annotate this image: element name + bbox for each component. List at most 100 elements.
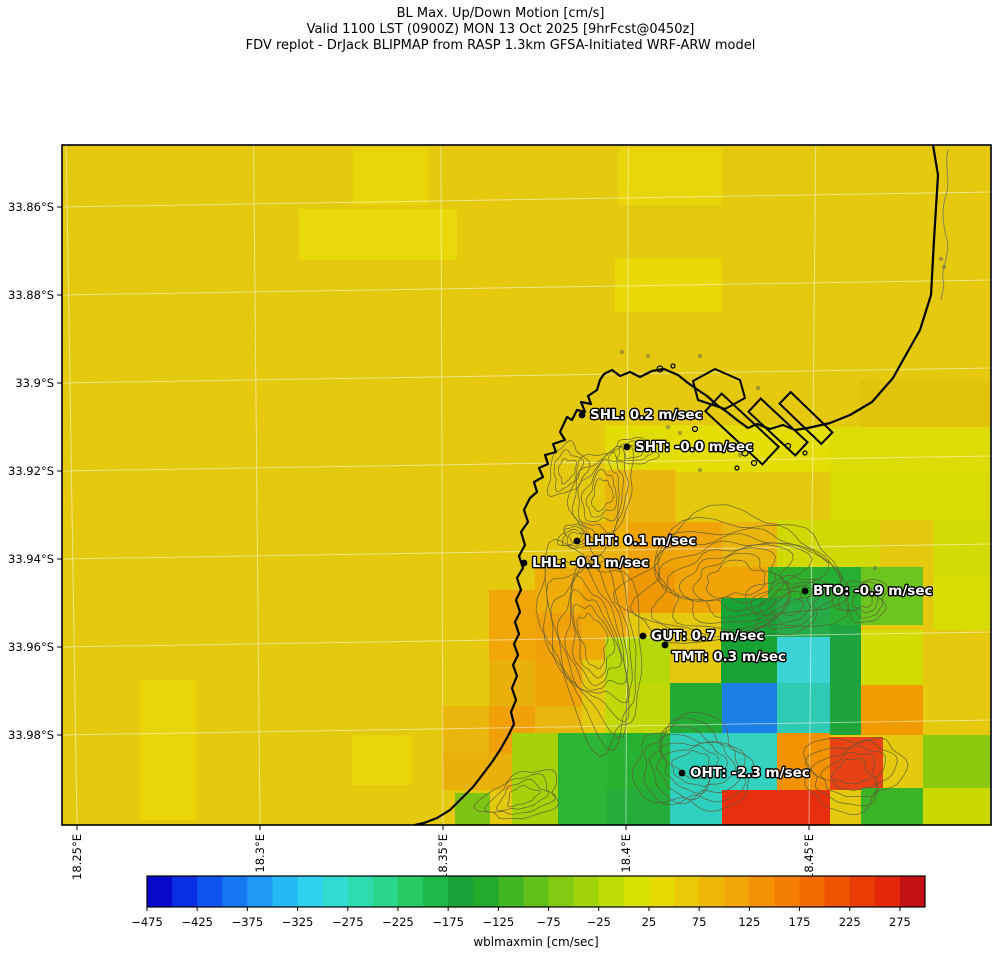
islet — [734, 465, 740, 471]
grid-cell — [933, 520, 991, 577]
colorbar-tick-label: 125 — [738, 915, 760, 929]
colorbar-cell — [498, 876, 524, 907]
grid-cell — [558, 733, 607, 790]
stations: SHL: 0.2 m/sec SHT: -0.0 m/sec LHT: 0.1 m/… — [520, 406, 934, 782]
y-tick-label: 33.86°S — [8, 200, 54, 214]
contour-line — [692, 552, 777, 604]
station-dot — [661, 641, 669, 649]
grid-cell — [830, 685, 861, 735]
grid-cell — [830, 427, 991, 472]
colorbar-cell — [573, 876, 600, 907]
colorbar-tick-label: −75 — [536, 915, 560, 929]
contour-line — [556, 523, 595, 550]
harbor-pier — [703, 392, 781, 466]
station-dot — [578, 411, 586, 419]
contour-line — [507, 785, 541, 808]
grid-cell — [489, 660, 535, 707]
contour-line — [473, 769, 560, 820]
colorbar-tick-label: −175 — [432, 915, 464, 929]
grid-cell — [605, 470, 675, 522]
contour-line — [581, 459, 620, 522]
contour-line — [570, 589, 622, 687]
grid-cell — [675, 567, 722, 613]
colorbar-cell — [674, 876, 700, 907]
grid-cell — [618, 148, 722, 205]
colorbar-tick-label: −425 — [181, 915, 213, 929]
contour-line — [535, 538, 643, 758]
grid-cell — [512, 790, 558, 825]
parallel-line — [62, 367, 991, 384]
station-label: OHT: -2.3 m/sec — [690, 765, 810, 781]
contour-line — [562, 525, 591, 547]
grid-cell — [923, 788, 991, 825]
contour-line — [572, 445, 629, 546]
meridian-line — [808, 145, 817, 825]
contour-line — [810, 745, 886, 798]
contour-line — [558, 458, 578, 485]
harbor-pier — [747, 397, 809, 457]
colorbar-tick-label: −325 — [282, 915, 314, 929]
colorbar-cell — [849, 876, 876, 907]
contour-line — [550, 555, 630, 723]
grid-cell — [605, 637, 670, 683]
contour-line — [658, 540, 813, 624]
x-tick-label: 18.45°E — [802, 834, 816, 880]
contour-line — [851, 590, 873, 609]
colorbar-cell — [297, 876, 324, 907]
minor-contour-speck — [873, 566, 877, 570]
offshore-contour — [940, 149, 949, 301]
meridian-line — [253, 145, 261, 825]
grid-cell — [861, 685, 923, 735]
colorbar-cell — [473, 876, 499, 907]
contour-line — [678, 547, 785, 612]
grid-cell — [353, 148, 428, 205]
y-tick-label: 33.94°S — [8, 552, 54, 566]
meridian-line — [65, 145, 78, 825]
colorbar-tick-label: 275 — [889, 915, 911, 929]
contour-line — [830, 757, 872, 785]
station-TMT: TMT: 0.3 m/sec — [661, 641, 787, 666]
grid-cell — [352, 735, 412, 785]
station-dot — [639, 632, 647, 640]
colorbar-cell — [172, 876, 198, 907]
x-tick-label: 18.4°E — [619, 834, 633, 873]
harbor-pier — [778, 390, 834, 446]
contour-line — [616, 440, 654, 462]
plot-title: BL Max. Up/Down Motion [cm/s] — [396, 6, 605, 21]
plot-source: FDV replot - DrJack BLIPMAP from RASP 1.… — [245, 38, 756, 53]
islet — [802, 450, 808, 456]
islet — [656, 365, 664, 373]
colorbar-label: wblmaxmin [cm/sec] — [473, 935, 598, 949]
station-SHL: SHL: 0.2 m/sec — [578, 406, 704, 424]
contour-line — [805, 740, 898, 807]
contour-line — [643, 717, 746, 806]
colorbar-cell — [724, 876, 750, 907]
contour-line — [654, 533, 830, 631]
contour-line — [820, 751, 877, 791]
contour-line — [564, 574, 627, 691]
contour-line — [613, 504, 850, 644]
grid-cell — [442, 753, 512, 790]
station-label: LHT: 0.1 m/sec — [585, 533, 696, 549]
station-dot — [678, 769, 686, 777]
grid-cell — [721, 637, 777, 683]
contour-line — [484, 773, 556, 815]
coastline — [413, 145, 940, 825]
grid-cell — [722, 683, 777, 733]
contour-line — [656, 734, 736, 801]
grid-cell — [299, 209, 457, 260]
station-label: SHT: -0.0 m/sec — [635, 439, 753, 455]
colorbar-cell — [247, 876, 273, 907]
contour-line — [648, 725, 742, 805]
grid-cell — [512, 733, 558, 790]
colorbar-cell — [623, 876, 650, 907]
y-tick-label: 33.96°S — [8, 640, 54, 654]
colorbar-cell — [272, 876, 299, 907]
station-label: LHL: -0.1 m/sec — [532, 555, 649, 571]
grid-cell — [607, 790, 670, 825]
colorbar-cell — [322, 876, 349, 907]
colorbar-tick-label: 25 — [642, 915, 657, 929]
contour-line — [543, 558, 637, 752]
station-LHL: LHL: -0.1 m/sec — [520, 554, 650, 572]
